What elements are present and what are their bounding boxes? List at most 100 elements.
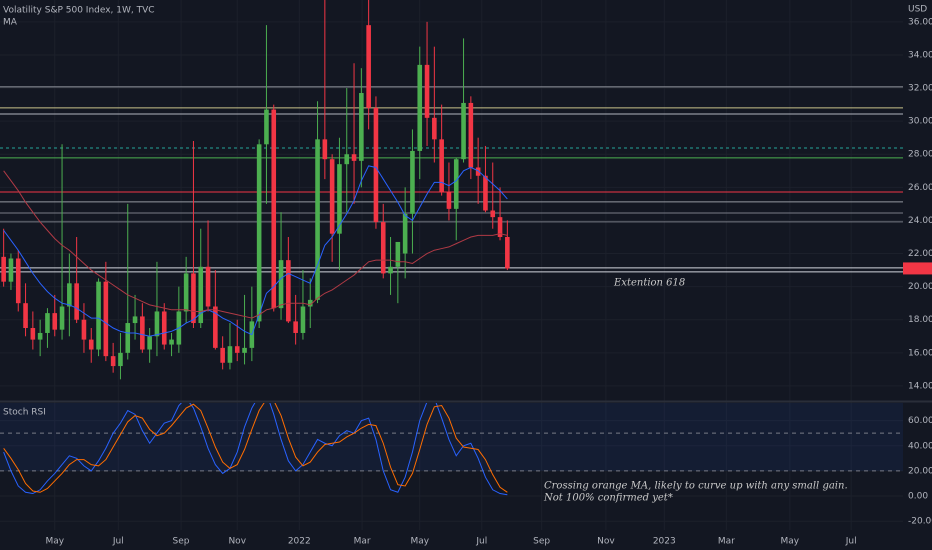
y-tick-label: 28.00 (908, 150, 932, 160)
stoch-title: Stoch RSI (3, 408, 46, 418)
candle-body (410, 150, 415, 214)
candle-body (497, 217, 503, 237)
candle-body (271, 109, 277, 309)
candle-body (446, 192, 452, 209)
x-tick-label: Nov (597, 537, 615, 547)
candle-body (359, 93, 364, 161)
candle-body (373, 107, 379, 223)
x-tick-label: May (781, 537, 800, 547)
x-tick-label: May (45, 537, 64, 547)
y-tick-label: 26.00 (908, 183, 932, 193)
chart-title: Volatility S&P 500 Index, 1W, TVC (3, 6, 155, 16)
candle-body (490, 210, 496, 218)
last-price-marker (903, 262, 932, 275)
candle-body (315, 139, 320, 300)
candle-body (468, 102, 474, 168)
y-tick-label: 22.00 (908, 249, 932, 259)
candle-body (191, 273, 196, 324)
y-tick-label: 34.00 (908, 50, 932, 60)
candle-body (242, 347, 247, 353)
candle-body (388, 266, 393, 274)
y-tick-label: 30.00 (908, 117, 932, 127)
candle-body (110, 356, 116, 367)
x-tick-label: 2023 (653, 537, 676, 547)
candle-body (322, 139, 328, 160)
y-tick-label: 60.00 (908, 416, 932, 426)
candle-body (300, 306, 306, 333)
y-tick-label: 24.00 (908, 216, 932, 226)
candle-body (30, 328, 36, 340)
candle-body (132, 316, 138, 324)
x-tick-label: Mar (718, 537, 735, 547)
candle-body (140, 316, 145, 350)
x-tick-label: Mar (354, 537, 371, 547)
candle-body (337, 164, 342, 234)
candle-body (461, 102, 466, 160)
candle-body (96, 281, 101, 350)
candle-body (395, 241, 401, 267)
y-tick-label: 20.00 (908, 282, 932, 292)
candle-body (475, 167, 481, 176)
stoch-pane (0, 403, 903, 496)
y-tick-label: 0.00 (908, 492, 928, 502)
candle-body (81, 319, 87, 340)
candle-body (286, 260, 291, 322)
candle-body (264, 109, 269, 145)
candle-body (15, 258, 21, 304)
candle-body (380, 222, 386, 274)
x-tick-label: 2022 (288, 537, 311, 547)
stoch-line (3, 403, 508, 493)
candle-body (118, 352, 123, 367)
y-tick-label: 40.00 (908, 441, 932, 451)
candle-body (329, 159, 335, 234)
candle-body (154, 311, 160, 337)
candle-body (213, 306, 218, 348)
price-pane (0, 0, 903, 380)
stoch-annotation: Crossing orange MA, likely to curve up w… (544, 481, 848, 492)
candle-body (483, 175, 488, 211)
candle-body (45, 313, 50, 333)
y-tick-label: 20.00 (908, 466, 932, 476)
candle-body (52, 313, 58, 330)
candle-body (23, 303, 28, 329)
candle-body (67, 283, 72, 307)
y-tick-label: 16.00 (908, 348, 932, 358)
candle-body (125, 323, 131, 353)
candle-body (88, 339, 94, 350)
x-tick-label: Sep (173, 537, 190, 547)
candle-body (183, 273, 189, 312)
x-tick-label: May (410, 537, 429, 547)
ma-line (3, 165, 508, 337)
y-tick-label: 36.00 (908, 17, 932, 27)
y-tick-label: 18.00 (908, 315, 932, 325)
currency-label: USD (908, 5, 927, 15)
candle-body (1, 256, 6, 282)
candle-body (505, 236, 510, 269)
x-tick-label: Nov (228, 537, 246, 547)
indicator-label: MA (3, 18, 18, 28)
candle-body (366, 25, 371, 108)
y-tick-label: 32.00 (908, 84, 932, 94)
candle-body (8, 258, 14, 282)
y-tick-label: -20.00 (908, 517, 932, 527)
candle-body (74, 283, 79, 320)
candle-body (278, 260, 284, 309)
candle-body (205, 266, 211, 307)
stoch-line (3, 403, 508, 496)
x-tick-label: Jul (112, 537, 124, 547)
candle-body (402, 213, 408, 254)
ma-line (3, 170, 508, 319)
candle-body (439, 139, 444, 193)
candle-body (293, 321, 298, 333)
y-tick-label: 14.00 (908, 381, 932, 391)
candle-body (417, 64, 423, 151)
candle-body (37, 332, 43, 340)
band-fill (0, 403, 903, 471)
candle-body (161, 311, 167, 345)
candle-body (103, 281, 109, 357)
candle-body (147, 336, 152, 350)
candle-body (256, 144, 262, 322)
candle-body (59, 306, 65, 330)
